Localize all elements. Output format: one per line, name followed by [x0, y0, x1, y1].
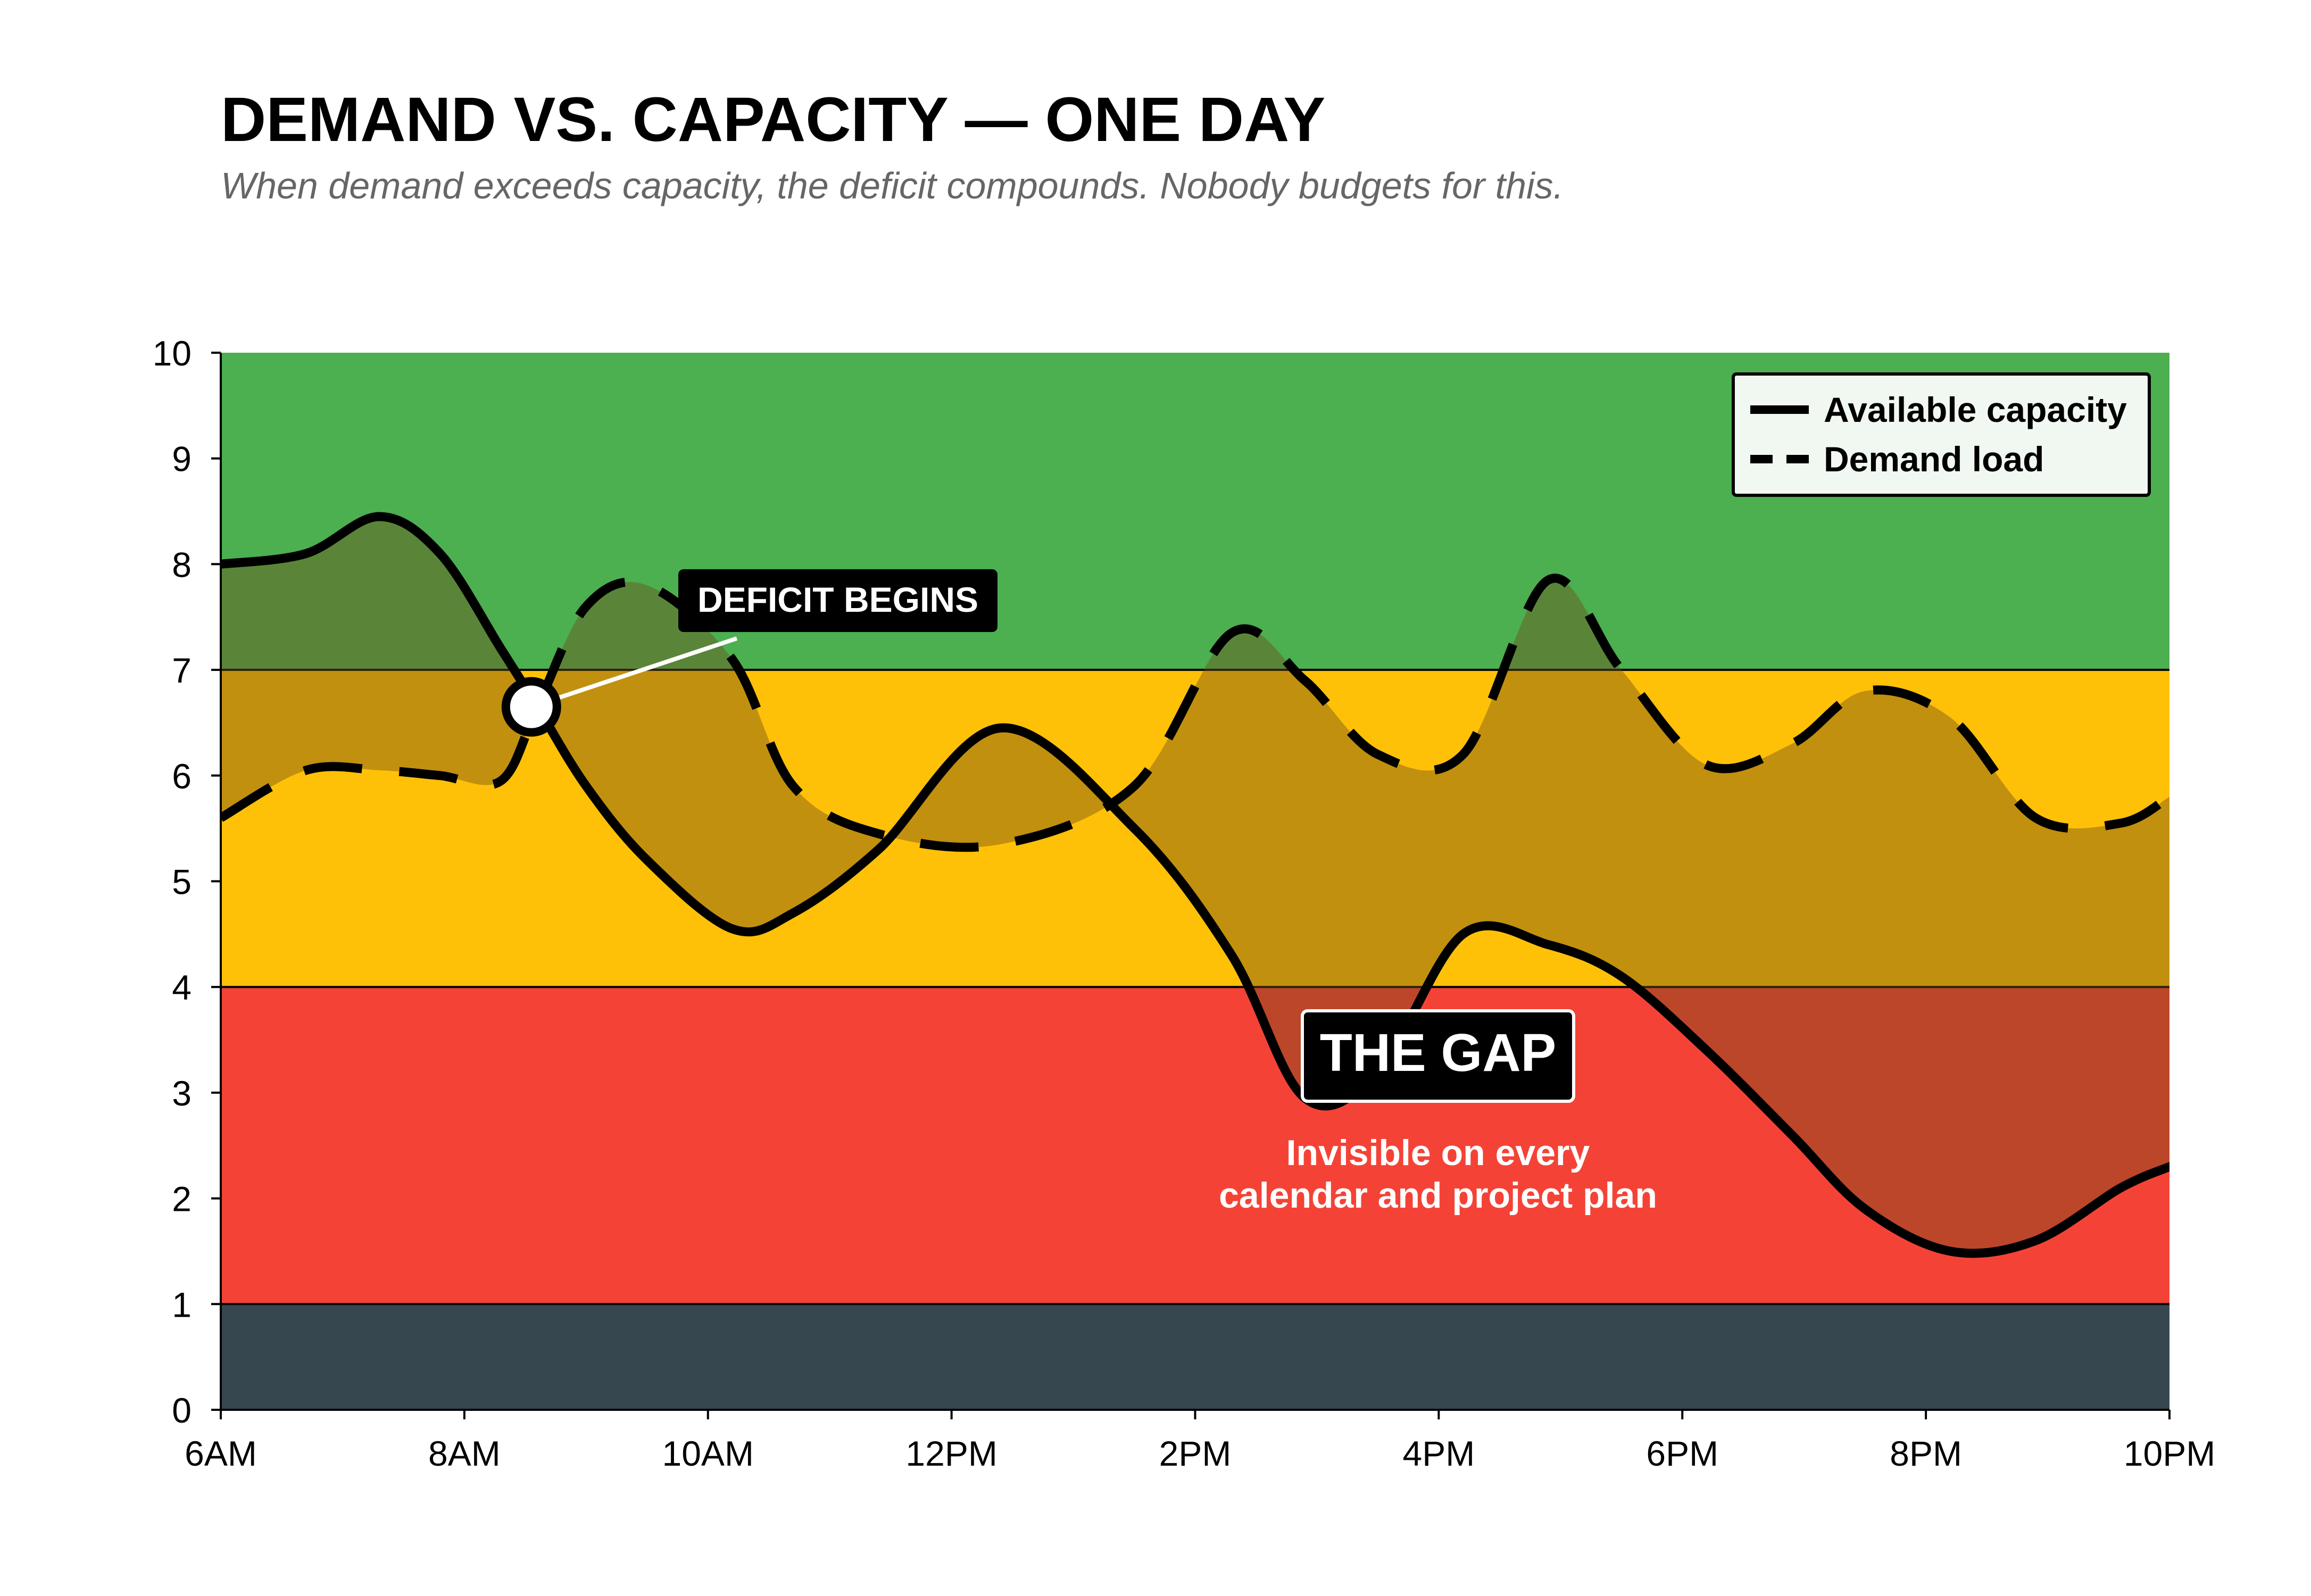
chart-title: DEMAND VS. CAPACITY — ONE DAY	[221, 85, 1325, 155]
series-line-demand	[221, 573, 2169, 852]
deficit-label: DEFICIT BEGINS	[697, 580, 978, 619]
gap-caption-line: Invisible on every	[1286, 1133, 1590, 1173]
legend-label-0: Available capacity	[1824, 390, 2127, 429]
y-tick-label: 3	[172, 1074, 192, 1113]
y-tick-label: 7	[172, 651, 192, 690]
chart-subtitle: When demand exceeds capacity, the defici…	[221, 165, 1564, 206]
gap-area	[221, 516, 2169, 1253]
legend-box	[1732, 372, 2151, 497]
y-tick-label: 5	[172, 862, 192, 902]
gap-label-box	[1301, 1009, 1575, 1103]
x-tick-label: 8AM	[428, 1434, 501, 1473]
y-tick-label: 10	[153, 334, 192, 373]
legend-label-1: Demand load	[1824, 439, 2044, 479]
y-tick-label: 8	[172, 545, 192, 584]
deficit-leader-line	[530, 636, 738, 709]
y-tick-label: 4	[172, 968, 192, 1007]
axes: 0 1 2 3 4 5 6 7 8 9 10 6AM 8AM 10AM 12PM 2PM 4PM 6PM 8PM 10…	[153, 334, 2216, 1473]
x-tick-label: 2PM	[1159, 1434, 1232, 1473]
y-tick-label: 9	[172, 439, 192, 479]
deficit-label-box	[678, 569, 997, 632]
gap-label: THE GAP	[1320, 1023, 1556, 1083]
x-tick-label: 10PM	[2124, 1434, 2215, 1473]
y-tick-label: 2	[172, 1179, 192, 1219]
x-tick-label: 8PM	[1890, 1434, 1962, 1473]
y-tick-label: 6	[172, 757, 192, 796]
gap-fill	[221, 516, 2169, 1253]
x-tick-label: 6PM	[1646, 1434, 1718, 1473]
x-tick-label: 12PM	[905, 1434, 997, 1473]
zone-band-2	[221, 987, 2169, 1304]
x-tick-label: 10AM	[662, 1434, 754, 1473]
y-tick-label: 1	[172, 1285, 192, 1324]
y-tick-label: 0	[172, 1391, 192, 1430]
gap-caption-line: calendar and project plan	[1219, 1175, 1657, 1216]
legend: Available capacity Demand load	[1732, 372, 2151, 497]
zone-band-3	[221, 1304, 2169, 1410]
x-tick-label: 6AM	[185, 1434, 257, 1473]
deficit-marker	[501, 677, 561, 737]
x-tick-label: 4PM	[1403, 1434, 1475, 1473]
annotations: DEFICIT BEGINS THE GAP Invisible on everyc…	[501, 569, 1657, 1216]
